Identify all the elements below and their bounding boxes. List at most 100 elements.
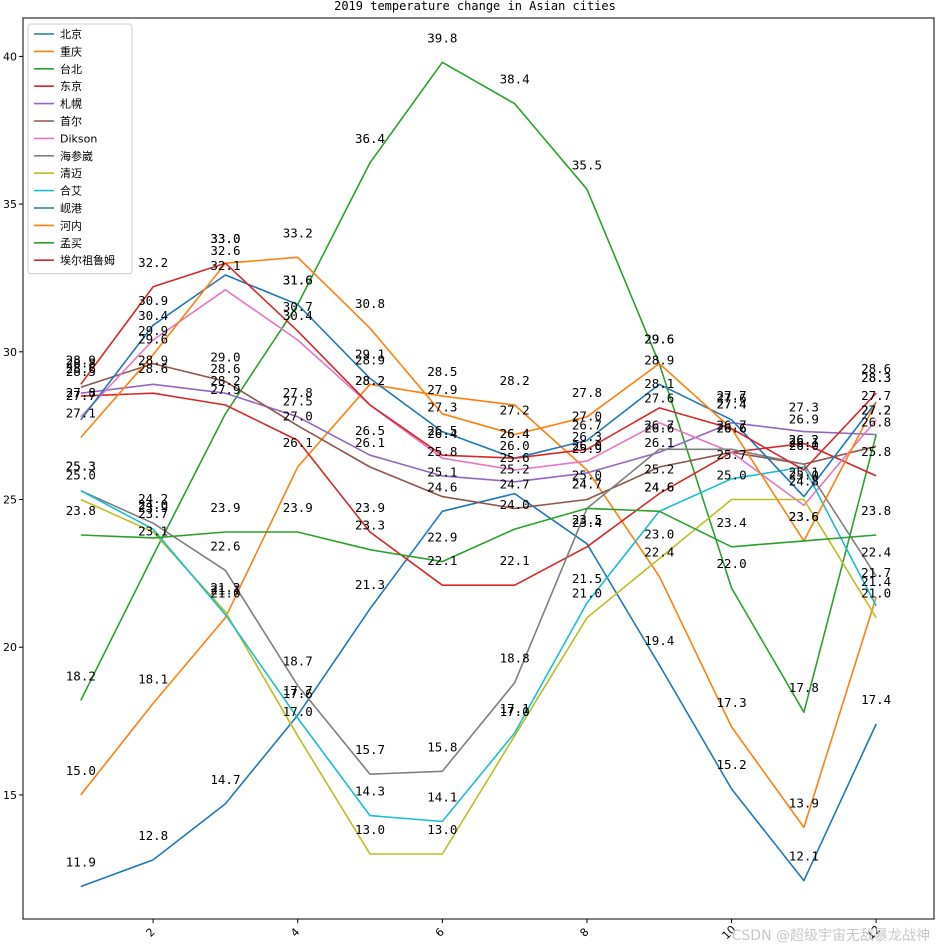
data-label: 11.9 [66, 855, 96, 870]
data-label: 19.4 [644, 633, 674, 648]
data-label: 26.0 [789, 438, 819, 453]
data-label: 24.2 [138, 491, 168, 506]
data-label: 25.8 [861, 444, 891, 459]
series-line-11 [80, 256, 877, 542]
data-label: 36.4 [355, 131, 385, 146]
data-label: 26.0 [500, 438, 530, 453]
data-label: 17.0 [283, 704, 313, 719]
series-line-7 [80, 448, 877, 776]
data-label: 27.4 [717, 397, 747, 412]
data-label: 17.6 [283, 686, 313, 701]
data-label: 32.1 [210, 258, 240, 273]
data-label: 23.0 [644, 527, 674, 542]
data-label: 13.0 [427, 822, 457, 837]
data-label: 27.3 [789, 400, 819, 415]
data-label: 27.7 [861, 388, 891, 403]
data-label: 17.0 [500, 704, 530, 719]
data-label: 22.1 [427, 553, 457, 568]
data-label: 28.5 [66, 364, 96, 379]
data-label: 23.9 [283, 500, 313, 515]
y-tick-label: 25 [3, 494, 17, 507]
series-lines [80, 61, 877, 888]
data-label: 17.4 [861, 692, 891, 707]
data-label: 25.9 [572, 441, 602, 456]
data-label: 28.5 [427, 364, 457, 379]
data-label: 22.1 [500, 553, 530, 568]
legend-entry-5: 首尔 [60, 114, 82, 128]
y-tick-label: 20 [3, 641, 17, 654]
data-label: 25.0 [789, 468, 819, 483]
data-label: 25.2 [500, 462, 530, 477]
data-label: 17.1 [500, 701, 530, 716]
data-label: 15.2 [717, 757, 747, 772]
data-label: 27.2 [500, 403, 530, 418]
data-label: 23.9 [355, 500, 385, 515]
data-label: 15.7 [355, 742, 385, 757]
data-label: 21.4 [861, 574, 891, 589]
data-label: 26.6 [717, 420, 747, 435]
data-label: 27.0 [572, 408, 602, 423]
data-label: 26.6 [644, 420, 674, 435]
series-line-6 [80, 288, 877, 507]
data-label: 35.5 [572, 157, 602, 172]
data-label: 28.9 [644, 352, 674, 367]
data-label: 27.3 [427, 400, 457, 415]
data-label: 25.0 [66, 468, 96, 483]
data-label: 27.7 [717, 388, 747, 403]
data-label: 33.2 [283, 225, 313, 240]
y-tick-label: 35 [3, 198, 17, 211]
data-label: 29.6 [644, 332, 674, 347]
x-tick-label: 2 [144, 925, 158, 939]
data-label: 18.8 [500, 651, 530, 666]
data-label: 39.8 [427, 30, 457, 45]
data-labels: 11.9 12.8 14.7 17.7 21.3 24.6 25.2 23.5 19.4 15.2… [66, 30, 891, 869]
data-label: 18.7 [283, 654, 313, 669]
data-label: 14.1 [427, 790, 457, 805]
data-label: 26.1 [644, 435, 674, 450]
data-label: 26.2 [789, 432, 819, 447]
data-label: 32.6 [210, 243, 240, 258]
data-label: 26.6 [717, 420, 747, 435]
data-label: 24.6 [427, 479, 457, 494]
data-label: 29.1 [355, 346, 385, 361]
data-label: 21.3 [355, 577, 385, 592]
data-label: 28.9 [66, 352, 96, 367]
data-label: 23.4 [717, 515, 747, 530]
data-label: 25.3 [66, 459, 96, 474]
data-label: 22.4 [644, 544, 674, 559]
data-label: 27.8 [283, 385, 313, 400]
data-label: 23.7 [138, 506, 168, 521]
data-label: 28.3 [861, 370, 891, 385]
data-label: 28.9 [355, 352, 385, 367]
data-label: 21.5 [572, 571, 602, 586]
data-label: 31.6 [283, 273, 313, 288]
data-label: 28.2 [355, 373, 385, 388]
data-label: 12.1 [789, 849, 819, 864]
legend-entry-7: 海参崴 [60, 149, 93, 163]
data-label: 22.0 [717, 556, 747, 571]
data-label: 23.8 [861, 503, 891, 518]
data-label: 24.6 [644, 479, 674, 494]
data-label: 27.6 [717, 391, 747, 406]
data-label: 21.0 [210, 586, 240, 601]
data-label: 25.0 [717, 468, 747, 483]
data-label: 27.8 [66, 385, 96, 400]
data-label: 26.0 [572, 438, 602, 453]
data-label: 28.1 [644, 376, 674, 391]
data-label: 30.4 [283, 308, 313, 323]
y-tick-label: 15 [3, 789, 17, 802]
chart-title: 2019 temperature change in Asian cities [334, 0, 616, 13]
series-line-4 [80, 383, 877, 483]
legend-entry-9: 合艾 [60, 184, 82, 198]
series-line-13 [80, 262, 877, 471]
data-label: 26.7 [717, 417, 747, 432]
data-label: 29.6 [138, 332, 168, 347]
legend-entry-0: 北京 [60, 27, 82, 41]
y-axis: 15 20 25 30 35 40 [3, 50, 23, 802]
watermark-text: CSDN @超级宇宙无敌暴龙战神 [732, 928, 930, 944]
data-label: 27.9 [427, 382, 457, 397]
y-tick-label: 30 [3, 346, 17, 359]
data-label: 32.2 [138, 255, 168, 270]
data-label: 29.0 [210, 349, 240, 364]
